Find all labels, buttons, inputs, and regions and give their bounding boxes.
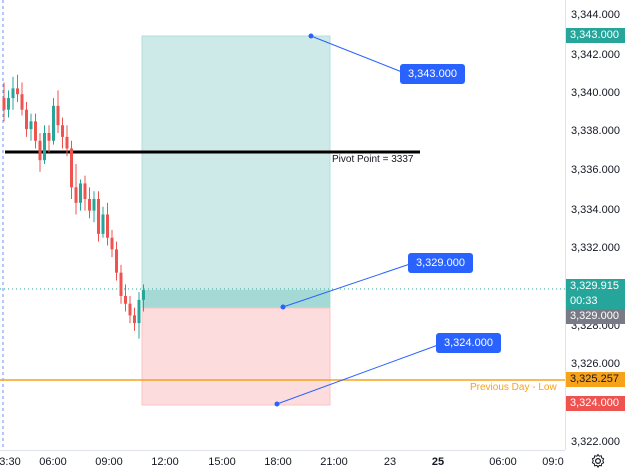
- target-price-tag: 3,343.000: [566, 28, 625, 43]
- price-tick: 3,344.000: [571, 9, 620, 21]
- price-tick: 3,342.000: [571, 49, 620, 61]
- candle-body: [74, 187, 78, 203]
- candle-body: [16, 88, 19, 95]
- stop-anchor[interactable]: [274, 401, 280, 407]
- candle-body: [133, 315, 136, 324]
- candle-body: [52, 105, 55, 141]
- candle-body: [38, 140, 42, 161]
- candle-body: [110, 237, 114, 250]
- candle-body: [56, 105, 60, 126]
- price-tick: 3,340.000: [571, 87, 620, 99]
- target-callout[interactable]: 3,343.000: [400, 64, 465, 84]
- candle-body: [115, 249, 118, 273]
- candle-body: [47, 133, 51, 141]
- candle-body: [11, 88, 15, 99]
- countdown-tag: 00:33: [566, 294, 625, 309]
- candle-body: [61, 125, 64, 137]
- chart-pane[interactable]: Pivot Point = 3337 Previous Day - Low 3,…: [0, 0, 565, 450]
- gear-icon[interactable]: [590, 453, 606, 469]
- candle-body: [25, 109, 28, 130]
- entry-band: [142, 290, 330, 308]
- candle-body: [137, 299, 141, 324]
- time-label: 3:30: [0, 456, 21, 468]
- candle-body: [92, 198, 96, 211]
- entry-callout[interactable]: 3,329.000: [408, 253, 473, 273]
- price-tick: 3,322.000: [571, 436, 620, 448]
- stop-price-tag: 3,324.000: [566, 396, 625, 411]
- candle-body: [101, 214, 105, 234]
- time-label: 23: [383, 456, 397, 468]
- time-label: 12:00: [151, 456, 179, 468]
- candle-body: [88, 198, 91, 211]
- target-connector: [310, 35, 403, 73]
- stop-connector: [276, 344, 439, 405]
- candle-body: [70, 148, 73, 188]
- candle-body: [65, 136, 69, 149]
- entry-connector: [282, 263, 411, 308]
- candle-body: [7, 98, 10, 110]
- loss-zone[interactable]: [141, 307, 331, 406]
- time-label: 21:00: [320, 456, 348, 468]
- candle-body: [83, 183, 87, 199]
- candle-body: [2, 98, 6, 110]
- pivot-label: Pivot Point = 3337: [332, 154, 414, 165]
- time-label: 09:0: [542, 456, 564, 468]
- candle-body: [124, 295, 127, 304]
- candle-body: [79, 183, 82, 203]
- candle-body: [128, 303, 132, 316]
- entry-anchor[interactable]: [280, 304, 286, 310]
- candle-body: [106, 214, 109, 238]
- candle-body: [119, 272, 123, 296]
- time-scale[interactable]: 3:30 06:00 09:00 12:00 15:00 18:00 21:00…: [0, 450, 565, 472]
- candle-body: [29, 121, 33, 130]
- candles-group: [2, 74, 145, 339]
- candle-body: [142, 290, 145, 300]
- candle-body: [34, 121, 37, 141]
- candle-body: [20, 94, 24, 110]
- entry-price-tag: 3,329.000: [566, 309, 625, 324]
- price-tick: 3,326.000: [571, 358, 620, 370]
- previous-day-low-label: Previous Day - Low: [470, 382, 557, 393]
- price-tick: 3,336.000: [571, 164, 620, 176]
- previous-day-low-tag: 3,325.257: [566, 372, 625, 387]
- price-scale[interactable]: 3,344.000 3,342.000 3,340.000 3,338.000 …: [565, 0, 625, 450]
- time-label-day: 25: [431, 456, 445, 468]
- time-label: 15:00: [208, 456, 236, 468]
- time-label: 18:00: [264, 456, 292, 468]
- price-tick: 3,338.000: [571, 125, 620, 137]
- time-label: 09:00: [95, 456, 123, 468]
- profit-zone[interactable]: [141, 35, 331, 309]
- price-tick: 3,332.000: [571, 242, 620, 254]
- candle-body: [43, 133, 46, 161]
- chart-canvas[interactable]: [0, 0, 565, 450]
- stop-callout[interactable]: 3,324.000: [436, 333, 501, 353]
- time-label: 06:00: [489, 456, 517, 468]
- time-label: 06:00: [39, 456, 67, 468]
- last-price-tag: 3,329.915: [566, 279, 625, 294]
- target-anchor[interactable]: [308, 33, 314, 39]
- price-tick: 3,334.000: [571, 204, 620, 216]
- candle-body: [97, 198, 100, 234]
